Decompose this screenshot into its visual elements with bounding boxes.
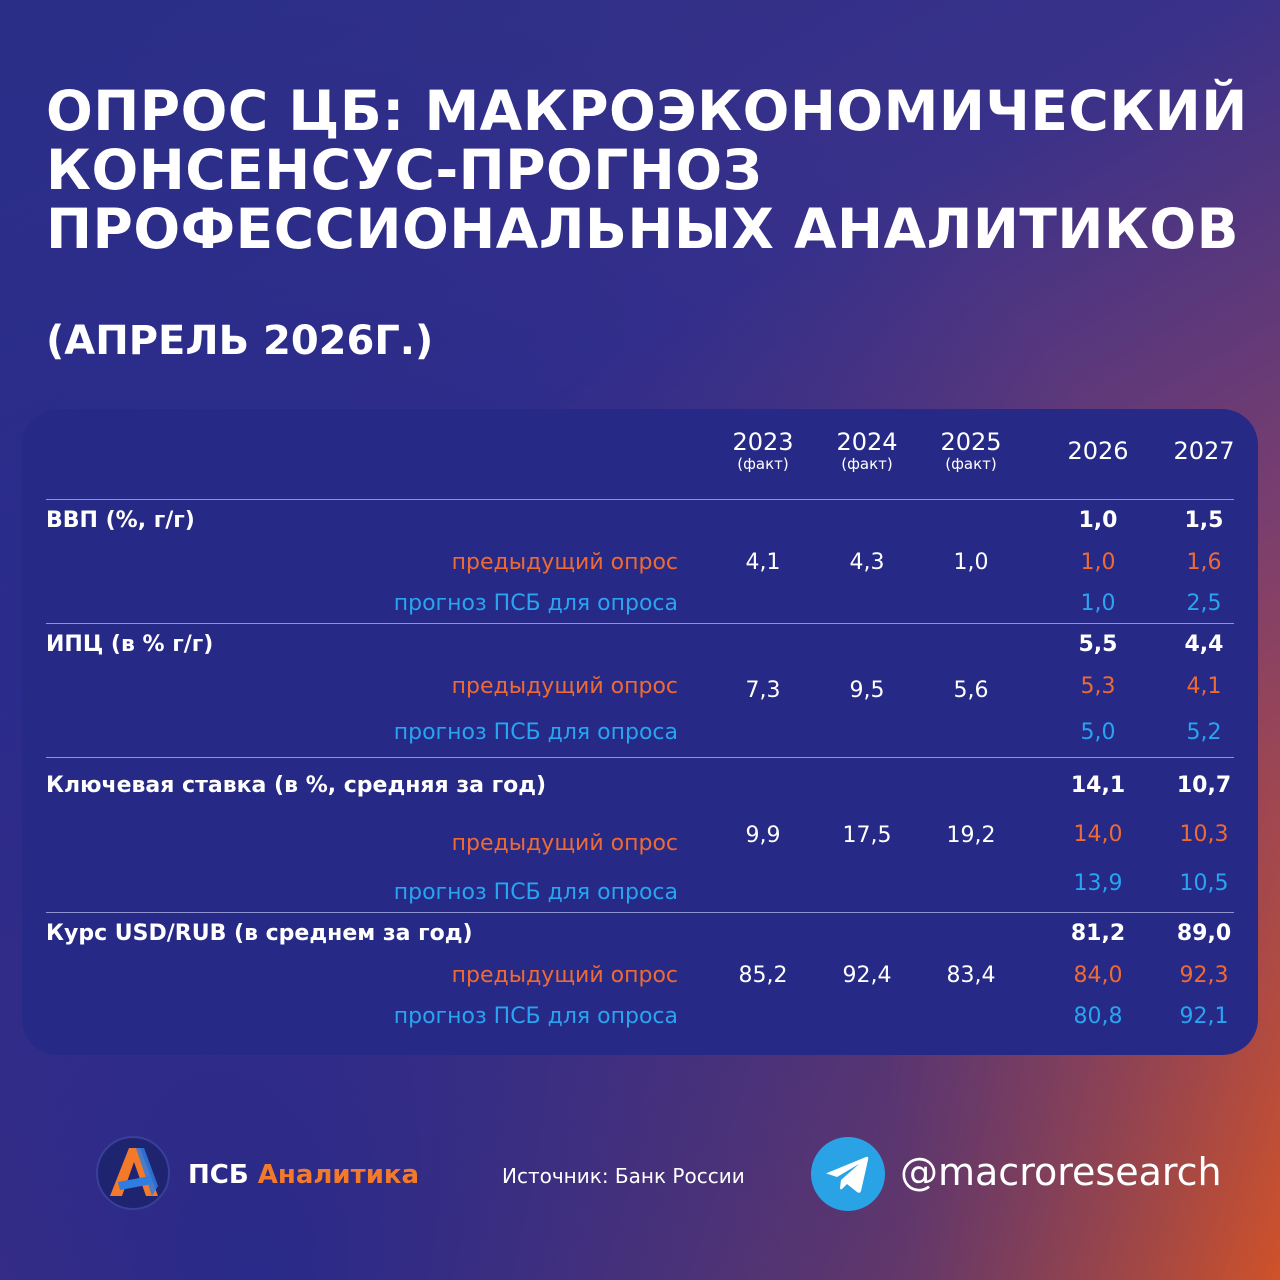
cpi-2026: 5,5 <box>1078 632 1118 657</box>
brand-psb: ПСБ <box>188 1160 249 1190</box>
gdp-previous-label: предыдущий опрос <box>451 550 678 575</box>
table-divider <box>46 623 1234 624</box>
key-rate-prev-2026: 14,0 <box>1073 822 1123 847</box>
column-header-2026: 2026 <box>1067 437 1129 465</box>
cpi-2024: 9,5 <box>849 678 885 703</box>
column-header-2027: 2027 <box>1173 437 1235 465</box>
usd-rub-2024: 92,4 <box>842 963 892 988</box>
row-label-key-rate: Ключевая ставка (в %, средняя за год) <box>46 773 547 798</box>
row-label-cpi: ИПЦ (в % г/г) <box>46 632 214 657</box>
psb-analytics-logo-icon <box>96 1136 170 1210</box>
cpi-previous-label: предыдущий опрос <box>451 674 678 699</box>
cpi-psb-label: прогноз ПСБ для опроса <box>393 720 678 745</box>
cpi-prev-2026: 5,3 <box>1080 674 1116 699</box>
gdp-prev-2026: 1,0 <box>1080 550 1116 575</box>
key-rate-prev-2027: 10,3 <box>1179 822 1229 847</box>
key-rate-psb-2027: 10,5 <box>1179 871 1229 896</box>
usd-rub-2027: 89,0 <box>1176 921 1232 946</box>
gdp-2023: 4,1 <box>745 550 781 575</box>
usd-rub-psb-2027: 92,1 <box>1179 1004 1229 1029</box>
page-title: ОПРОС ЦБ: МАКРОЭКОНОМИЧЕСКИЙ КОНСЕНСУС-П… <box>46 79 1248 261</box>
key-rate-2024: 17,5 <box>842 823 892 848</box>
usd-rub-prev-2027: 92,3 <box>1179 963 1229 988</box>
gdp-2025: 1,0 <box>953 550 989 575</box>
gdp-psb-2026: 1,0 <box>1080 591 1116 616</box>
forecast-table: 2023 (факт) 2024 (факт) 2025 (факт) 2026… <box>22 409 1258 1055</box>
usd-rub-psb-label: прогноз ПСБ для опроса <box>393 1004 678 1029</box>
usd-rub-2026: 81,2 <box>1070 921 1126 946</box>
key-rate-2026: 14,1 <box>1070 773 1126 798</box>
telegram-icon[interactable] <box>810 1136 886 1212</box>
title-line-2: КОНСЕНСУС-ПРОГНОЗ <box>46 138 763 202</box>
gdp-2026: 1,0 <box>1078 508 1118 533</box>
usd-rub-2025: 83,4 <box>946 963 996 988</box>
cpi-psb-2027: 5,2 <box>1186 720 1222 745</box>
column-header-2023: 2023 (факт) <box>732 428 794 473</box>
column-header-2024: 2024 (факт) <box>836 428 898 473</box>
usd-rub-psb-2026: 80,8 <box>1073 1004 1123 1029</box>
brand-analytics: Аналитика <box>257 1160 420 1190</box>
gdp-psb-label: прогноз ПСБ для опроса <box>393 591 678 616</box>
row-label-gdp: ВВП (%, г/г) <box>46 508 195 533</box>
row-label-usd-rub: Курс USD/RUB (в среднем за год) <box>46 921 473 946</box>
usd-rub-prev-2026: 84,0 <box>1073 963 1123 988</box>
table-divider <box>46 499 1234 500</box>
cpi-2027: 4,4 <box>1184 632 1224 657</box>
key-rate-psb-label: прогноз ПСБ для опроса <box>393 880 678 905</box>
usd-rub-2023: 85,2 <box>738 963 788 988</box>
title-line-3: ПРОФЕССИОНАЛЬНЫХ АНАЛИТИКОВ <box>46 197 1240 261</box>
gdp-psb-2027: 2,5 <box>1186 591 1222 616</box>
source-note: Источник: Банк России <box>502 1164 745 1188</box>
gdp-2027: 1,5 <box>1184 508 1224 533</box>
title-line-1: ОПРОС ЦБ: МАКРОЭКОНОМИЧЕСКИЙ <box>46 79 1248 143</box>
usd-rub-previous-label: предыдущий опрос <box>451 963 678 988</box>
cpi-prev-2027: 4,1 <box>1186 674 1222 699</box>
cpi-2025: 5,6 <box>953 678 989 703</box>
key-rate-2027: 10,7 <box>1176 773 1232 798</box>
telegram-handle-link[interactable]: @macroresearch <box>900 1150 1222 1194</box>
column-header-2025: 2025 (факт) <box>940 428 1002 473</box>
cpi-psb-2026: 5,0 <box>1080 720 1116 745</box>
gdp-2024: 4,3 <box>849 550 885 575</box>
key-rate-previous-label: предыдущий опрос <box>451 831 678 856</box>
brand-name: ПСБ Аналитика <box>188 1160 419 1190</box>
gdp-prev-2027: 1,6 <box>1186 550 1222 575</box>
table-divider <box>46 757 1234 758</box>
key-rate-2025: 19,2 <box>946 823 996 848</box>
cpi-2023: 7,3 <box>745 678 781 703</box>
table-divider <box>46 912 1234 913</box>
key-rate-psb-2026: 13,9 <box>1073 871 1123 896</box>
key-rate-2023: 9,9 <box>745 823 781 848</box>
page-subtitle: (АПРЕЛЬ 2026Г.) <box>46 318 434 364</box>
